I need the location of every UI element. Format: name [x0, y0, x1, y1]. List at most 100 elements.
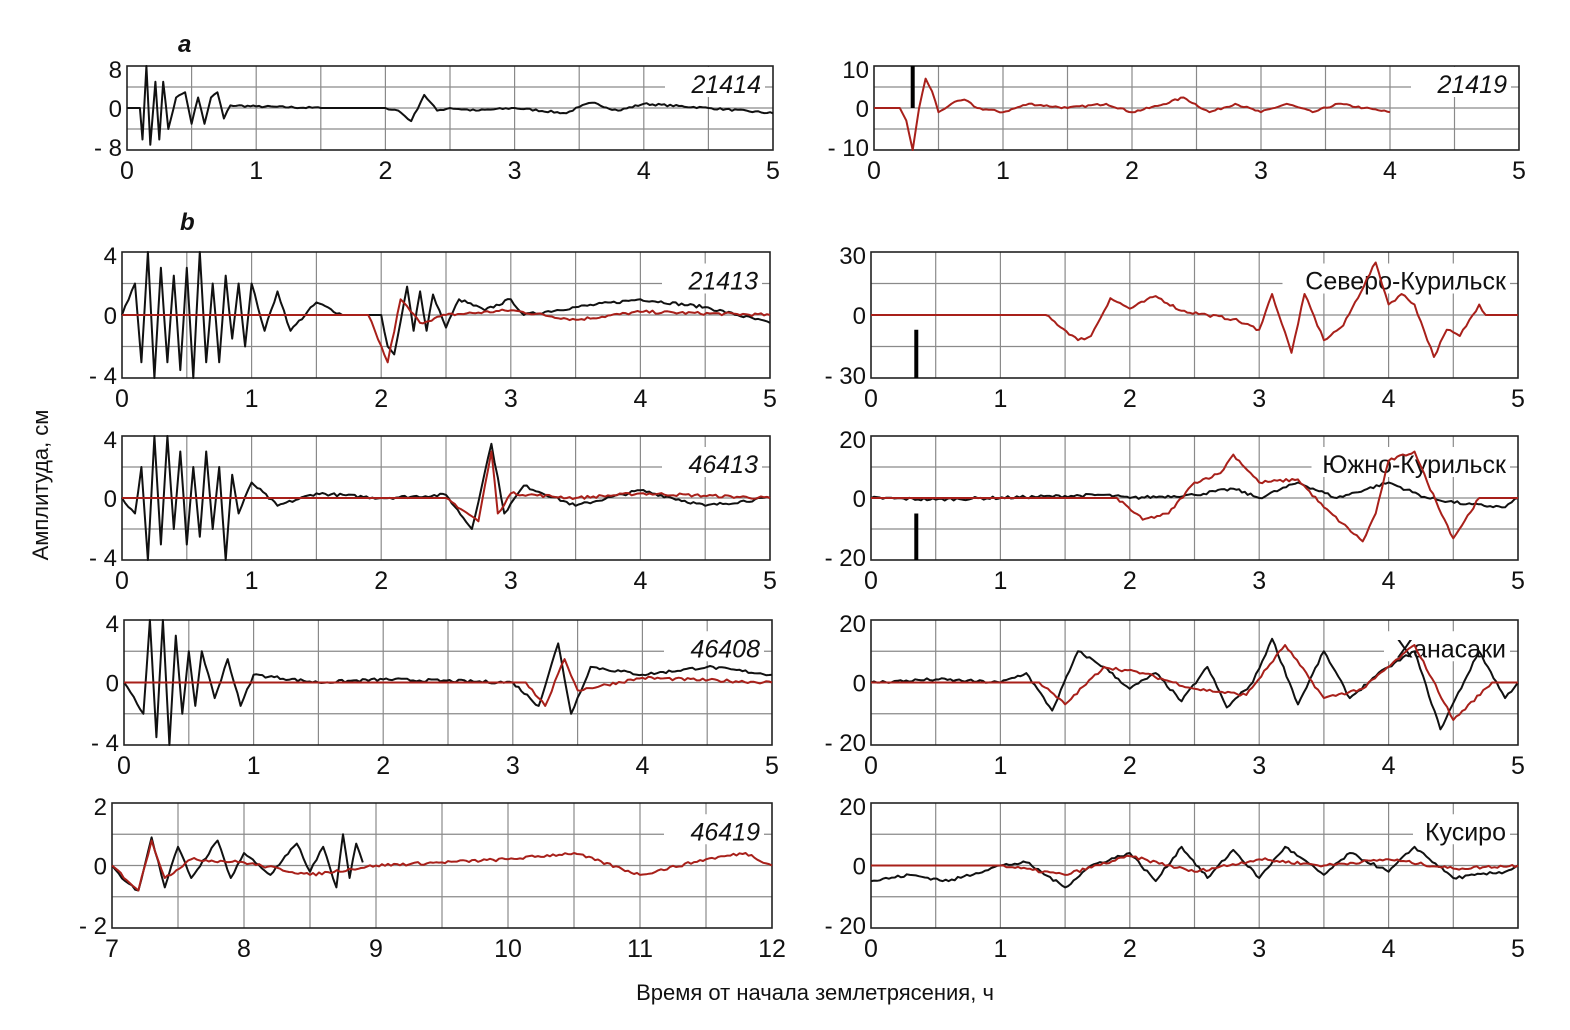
x-tick-label: 2: [374, 567, 388, 595]
x-tick-label: 0: [864, 567, 878, 595]
observed-trace: [123, 619, 773, 746]
y-tick-label: - 4: [89, 363, 117, 390]
x-tick-label: 5: [1511, 752, 1525, 780]
x-axis-label: Время от начала землетрясения, ч: [636, 980, 994, 1005]
x-tick-label: 0: [115, 385, 129, 413]
x-tick-label: 5: [763, 567, 777, 595]
y-tick-label: - 20: [825, 913, 866, 940]
station-label: Ханасаки: [1396, 635, 1506, 663]
observed-trace: [870, 845, 1519, 889]
x-tick-label: 4: [1383, 157, 1397, 185]
x-tick-label: 5: [766, 157, 780, 185]
x-tick-label: 3: [504, 567, 518, 595]
x-tick-label: 1: [245, 385, 259, 413]
x-tick-label: 5: [1511, 567, 1525, 595]
x-tick-label: 3: [506, 752, 520, 780]
y-tick-label: 0: [853, 486, 866, 513]
x-tick-label: 0: [864, 752, 878, 780]
y-tick-label: 20: [839, 794, 866, 821]
modeled-trace: [122, 450, 771, 523]
x-tick-label: 12: [758, 935, 786, 963]
x-tick-label: 1: [993, 567, 1007, 595]
y-tick-label: 8: [109, 57, 122, 84]
modeled-trace: [871, 450, 1518, 543]
y-axis-label: Амплитуда, см: [28, 410, 53, 561]
station-label-background: [662, 447, 762, 477]
x-tick-label: 0: [867, 157, 881, 185]
x-tick-label: 0: [120, 157, 134, 185]
station-label-background: [662, 263, 762, 294]
x-tick-label: 8: [237, 935, 251, 963]
station-label: 21419: [1436, 71, 1507, 99]
y-tick-label: - 8: [94, 135, 122, 162]
x-tick-label: 5: [1511, 385, 1525, 413]
x-tick-label: 3: [1252, 752, 1266, 780]
y-tick-label: - 20: [825, 545, 866, 572]
x-tick-label: 4: [1382, 935, 1396, 963]
x-tick-label: 11: [627, 935, 653, 963]
section-label-a: a: [178, 31, 191, 58]
y-tick-label: 2: [94, 794, 107, 821]
x-tick-label: 5: [765, 752, 779, 780]
x-tick-label: 4: [635, 752, 649, 780]
modeled-trace: [871, 261, 1518, 358]
y-tick-label: 0: [104, 303, 117, 330]
x-tick-label: 4: [637, 157, 651, 185]
x-tick-label: 3: [1252, 385, 1266, 413]
x-tick-label: 4: [633, 567, 647, 595]
panel-b4-left: 46419 7 8 9 10 11 12 2 0 - 2: [79, 794, 786, 963]
y-tick-label: - 20: [825, 730, 866, 757]
observed-trace: [121, 251, 771, 379]
y-tick-label: 0: [856, 96, 869, 123]
y-tick-label: 0: [106, 671, 119, 698]
x-tick-label: 2: [378, 157, 392, 185]
station-label: 46413: [688, 451, 758, 479]
x-tick-label: 9: [369, 935, 383, 963]
y-tick-label: 20: [839, 611, 866, 638]
x-tick-label: 0: [864, 935, 878, 963]
x-tick-label: 3: [508, 157, 522, 185]
y-tick-label: 30: [839, 243, 866, 270]
x-tick-label: 4: [633, 385, 647, 413]
modeled-trace: [122, 298, 771, 364]
x-tick-label: 2: [376, 752, 390, 780]
x-tick-label: 0: [117, 752, 131, 780]
station-label-background: [1413, 814, 1510, 845]
station-label: Южно-Курильск: [1322, 451, 1507, 479]
modeled-trace: [871, 854, 1519, 876]
modeled-trace: [871, 644, 1518, 721]
y-tick-label: 0: [109, 96, 122, 123]
y-tick-label: - 30: [825, 363, 866, 390]
station-label-background: [664, 631, 764, 662]
y-tick-label: 0: [853, 671, 866, 698]
station-label: Северо-Курильск: [1305, 268, 1507, 296]
y-tick-label: - 4: [89, 545, 117, 572]
x-tick-label: 5: [1512, 157, 1526, 185]
y-tick-label: 4: [104, 427, 117, 454]
modeled-trace: [111, 839, 773, 892]
observed-trace: [127, 65, 774, 146]
x-tick-label: 3: [504, 385, 518, 413]
x-tick-label: 3: [1252, 567, 1266, 595]
y-tick-label: - 10: [828, 135, 869, 162]
station-label-background: [664, 814, 764, 845]
modeled-trace: [874, 77, 1391, 151]
x-tick-label: 1: [245, 567, 259, 595]
x-tick-label: 5: [763, 385, 777, 413]
station-label: 46408: [690, 635, 760, 663]
station-label: 21413: [687, 268, 758, 296]
observed-trace: [870, 637, 1519, 731]
x-tick-label: 4: [1382, 385, 1396, 413]
x-tick-label: 1: [996, 157, 1010, 185]
x-tick-label: 2: [1123, 935, 1137, 963]
x-tick-label: 3: [1252, 935, 1266, 963]
x-tick-label: 0: [115, 567, 129, 595]
y-tick-label: 0: [853, 854, 866, 881]
